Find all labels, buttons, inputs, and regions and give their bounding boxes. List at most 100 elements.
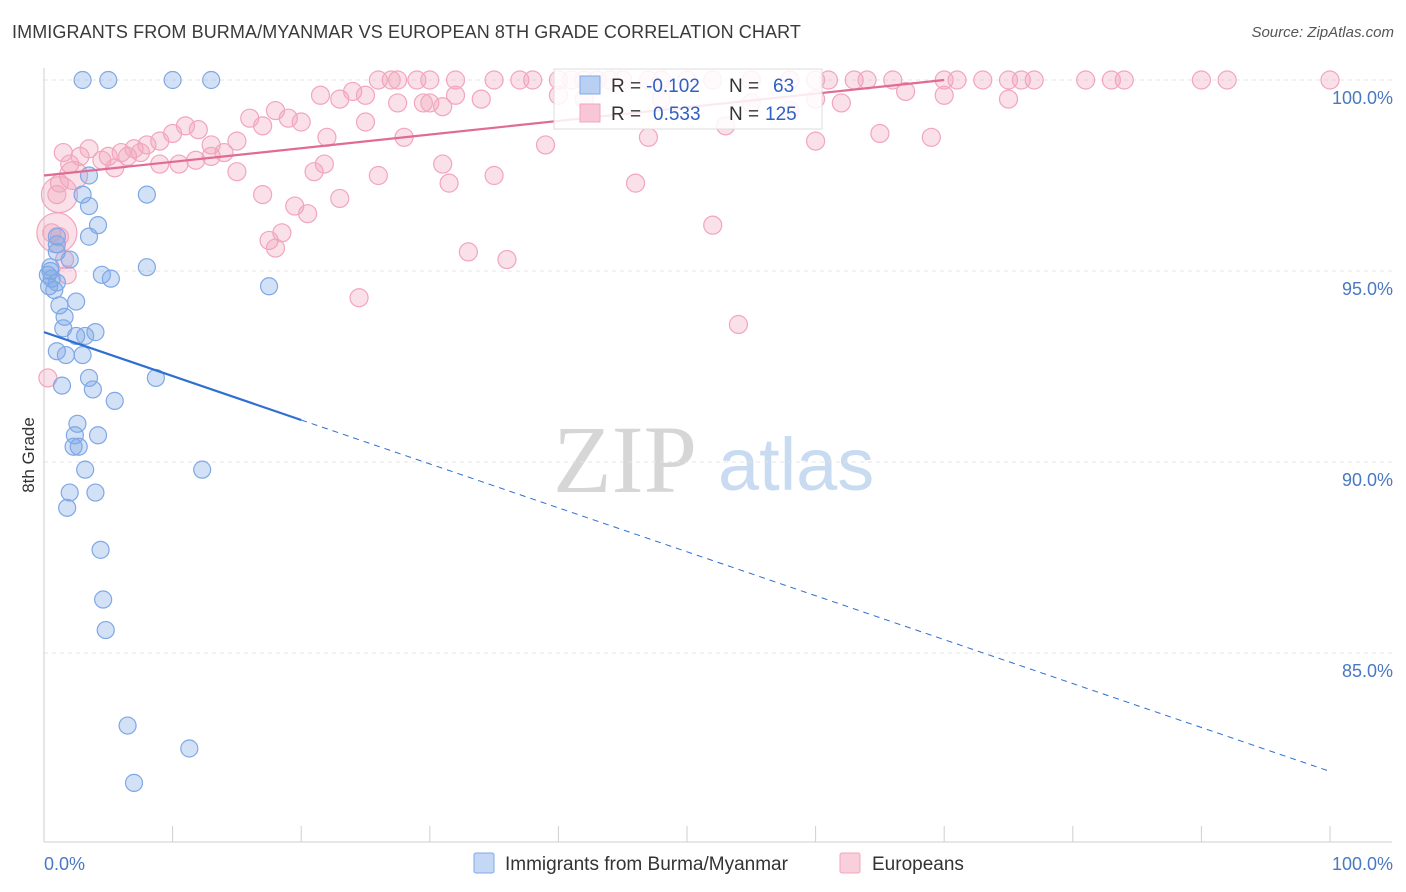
europeans-point-82 bbox=[870, 123, 890, 144]
europeans-point-100 bbox=[304, 162, 324, 182]
europeans-point-35 bbox=[1191, 70, 1212, 90]
burma-point-54 bbox=[180, 739, 199, 758]
burma-point-46 bbox=[193, 460, 212, 479]
burma-point-49 bbox=[58, 498, 77, 517]
europeans-point-90 bbox=[117, 146, 138, 166]
burma-point-4 bbox=[47, 227, 66, 246]
europeans-point-81 bbox=[805, 131, 826, 151]
europeans-point-32 bbox=[1076, 70, 1096, 90]
stats-r-value-2: 0.533 bbox=[653, 104, 701, 125]
europeans-point-99 bbox=[298, 204, 318, 224]
europeans-point-40 bbox=[343, 81, 363, 102]
europeans-point-102 bbox=[330, 188, 350, 209]
burma-point-16 bbox=[79, 196, 99, 216]
burma-point-2 bbox=[163, 70, 182, 90]
burma-point-33 bbox=[56, 345, 75, 365]
y-tick-label-0: 100.0% bbox=[1332, 88, 1393, 108]
burma-point-38 bbox=[105, 391, 124, 410]
europeans-point-54 bbox=[896, 81, 916, 102]
europeans-point-4 bbox=[420, 70, 440, 90]
europeans-point-119 bbox=[349, 288, 369, 308]
europeans-point-5 bbox=[445, 70, 466, 90]
burma-point-37 bbox=[52, 376, 72, 395]
europeans-point-83 bbox=[921, 127, 941, 147]
burma-point-48 bbox=[86, 483, 105, 502]
legend-label-europeans: Europeans bbox=[872, 854, 964, 875]
stats-r-label-2: R = bbox=[611, 104, 641, 125]
europeans-point-34 bbox=[1114, 70, 1134, 90]
europeans-point-87 bbox=[79, 139, 99, 159]
europeans-point-107 bbox=[703, 215, 723, 235]
legend-swatch-burma bbox=[473, 852, 495, 874]
watermark: ZIP atlas bbox=[553, 406, 874, 513]
europeans-point-47 bbox=[471, 89, 491, 109]
europeans-point-106 bbox=[625, 173, 646, 193]
europeans-point-46 bbox=[445, 85, 466, 105]
watermark-atlas: atlas bbox=[718, 423, 874, 506]
europeans-point-44 bbox=[420, 93, 440, 113]
burma-point-26 bbox=[67, 292, 86, 311]
burma-point-53 bbox=[118, 716, 137, 735]
europeans-point-43 bbox=[413, 93, 433, 113]
stats-n-value-1: 63 bbox=[773, 76, 794, 97]
burma-point-44 bbox=[69, 437, 88, 456]
burma-point-47 bbox=[60, 483, 79, 502]
burma-point-14 bbox=[45, 281, 64, 300]
y-tick-label-3: 85.0% bbox=[1342, 661, 1393, 681]
europeans-point-24 bbox=[857, 70, 877, 90]
europeans-point-101 bbox=[314, 154, 334, 174]
y-tick-label-1: 95.0% bbox=[1342, 279, 1393, 299]
chart-source: Source: ZipAtlas.com bbox=[1251, 24, 1394, 41]
europeans-bubble-2 bbox=[58, 160, 89, 191]
y-axis-label: 8th Grade bbox=[19, 417, 38, 493]
axes bbox=[43, 68, 1392, 843]
x-tick-label-min: 0.0% bbox=[44, 854, 85, 874]
burma-point-17 bbox=[73, 185, 92, 204]
burma-point-40 bbox=[68, 414, 87, 433]
europeans-point-117 bbox=[458, 242, 478, 262]
stats-legend: R = -0.102 N = 63 R = 0.533 N = 125 bbox=[553, 68, 823, 130]
europeans-point-103 bbox=[368, 165, 388, 186]
europeans-point-96 bbox=[227, 162, 247, 182]
europeans-point-121 bbox=[38, 368, 58, 388]
europeans-point-120 bbox=[728, 314, 749, 335]
burma-point-20 bbox=[92, 265, 111, 284]
europeans-point-42 bbox=[388, 93, 408, 113]
burma-point-30 bbox=[76, 326, 95, 346]
burma-point-7 bbox=[60, 250, 79, 269]
stats-n-value-2: 125 bbox=[765, 104, 797, 125]
burma-point-1 bbox=[99, 70, 118, 90]
y-tick-label-2: 90.0% bbox=[1342, 470, 1393, 490]
burma-point-55 bbox=[124, 773, 144, 792]
legend-label-burma: Immigrants from Burma/Myanmar bbox=[505, 854, 789, 875]
burma-point-42 bbox=[88, 426, 108, 445]
burma-trendline-solid bbox=[43, 331, 302, 422]
europeans-point-63 bbox=[175, 116, 196, 136]
europeans-point-69 bbox=[253, 116, 273, 136]
europeans-point-31 bbox=[1024, 70, 1044, 90]
burma-point-31 bbox=[86, 323, 105, 342]
burma-point-19 bbox=[79, 227, 99, 246]
europeans-point-76 bbox=[433, 154, 453, 174]
burma-point-34 bbox=[73, 345, 92, 365]
burma-trendline-dashed bbox=[301, 419, 1331, 772]
europeans-point-97 bbox=[253, 185, 273, 205]
bottom-legend: Immigrants from Burma/Myanmar Europeans bbox=[473, 852, 964, 875]
watermark-zip: ZIP bbox=[553, 406, 697, 513]
burma-point-22 bbox=[137, 258, 156, 277]
gridlines bbox=[44, 79, 1392, 654]
stats-r-value-1: -0.102 bbox=[646, 76, 700, 97]
burma-point-21 bbox=[101, 269, 120, 288]
europeans-point-41 bbox=[355, 85, 376, 105]
europeans-point-27 bbox=[947, 70, 967, 90]
europeans-point-6 bbox=[484, 70, 504, 90]
burma-point-23 bbox=[137, 185, 156, 204]
europeans-point-37 bbox=[1320, 70, 1340, 90]
burma-point-5 bbox=[47, 235, 66, 254]
europeans-point-2 bbox=[388, 70, 408, 90]
europeans-point-78 bbox=[638, 127, 659, 147]
europeans-point-91 bbox=[130, 142, 151, 163]
burma-point-24 bbox=[259, 277, 279, 296]
europeans-point-77 bbox=[535, 135, 556, 155]
